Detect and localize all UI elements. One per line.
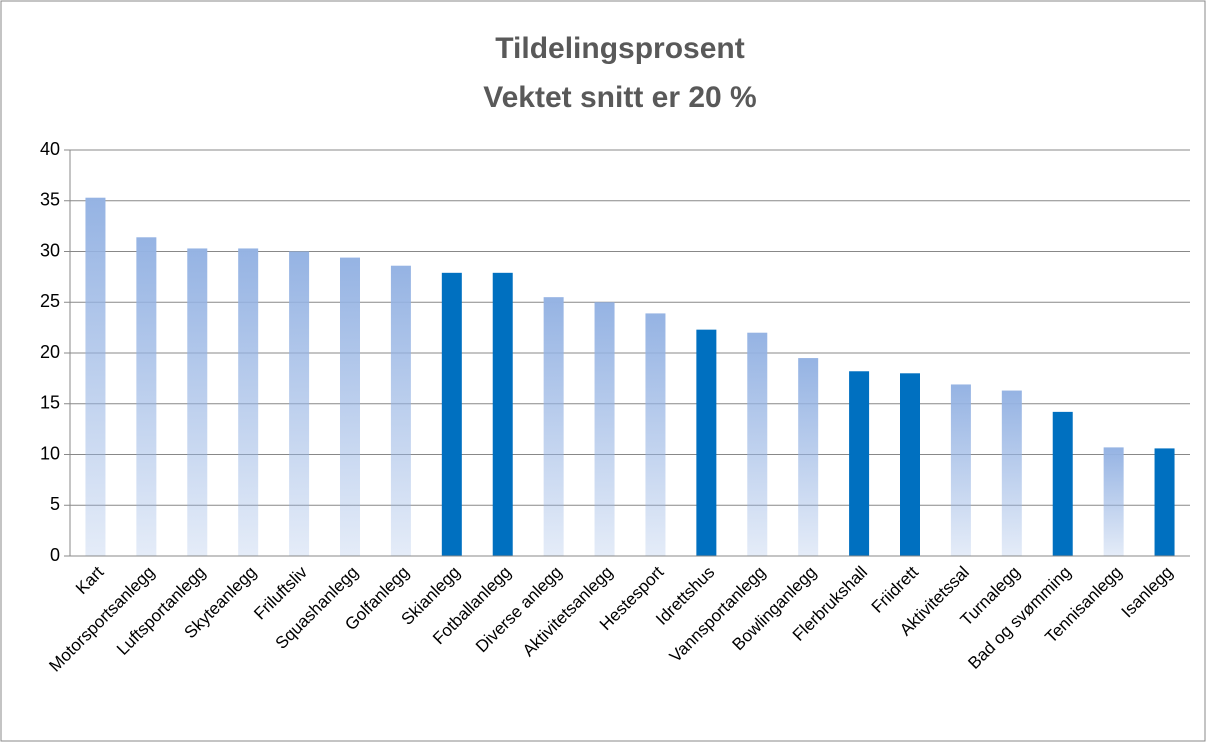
bar <box>900 373 920 556</box>
y-tick-label: 25 <box>40 291 60 311</box>
bar <box>289 251 310 556</box>
bar <box>1154 448 1175 556</box>
chart-title: Tildelingsprosent <box>495 32 744 65</box>
y-tick-label: 0 <box>50 545 60 565</box>
bar <box>492 272 513 556</box>
bar <box>187 248 208 556</box>
y-tick-label: 30 <box>40 240 60 260</box>
bar <box>594 302 615 556</box>
y-tick-label: 5 <box>50 494 60 514</box>
bar <box>747 332 768 556</box>
bar <box>238 248 259 556</box>
bar <box>798 358 819 556</box>
bar <box>1103 447 1124 556</box>
bar <box>136 237 157 557</box>
bar <box>543 297 564 556</box>
bar <box>1001 390 1022 556</box>
bar <box>390 265 411 556</box>
bar <box>696 329 717 556</box>
bar <box>950 384 971 556</box>
y-tick-label: 20 <box>40 342 60 362</box>
y-tick-label: 40 <box>40 139 60 159</box>
bar <box>340 257 360 556</box>
bar <box>441 272 462 556</box>
bar <box>85 197 106 556</box>
chart-subtitle: Vektet snitt er 20 % <box>483 81 756 114</box>
y-tick-label: 10 <box>40 443 60 463</box>
bar <box>849 371 870 556</box>
y-tick-label: 15 <box>40 393 60 413</box>
y-tick-label: 35 <box>40 190 60 210</box>
bar <box>1052 411 1073 556</box>
bar <box>645 313 666 556</box>
